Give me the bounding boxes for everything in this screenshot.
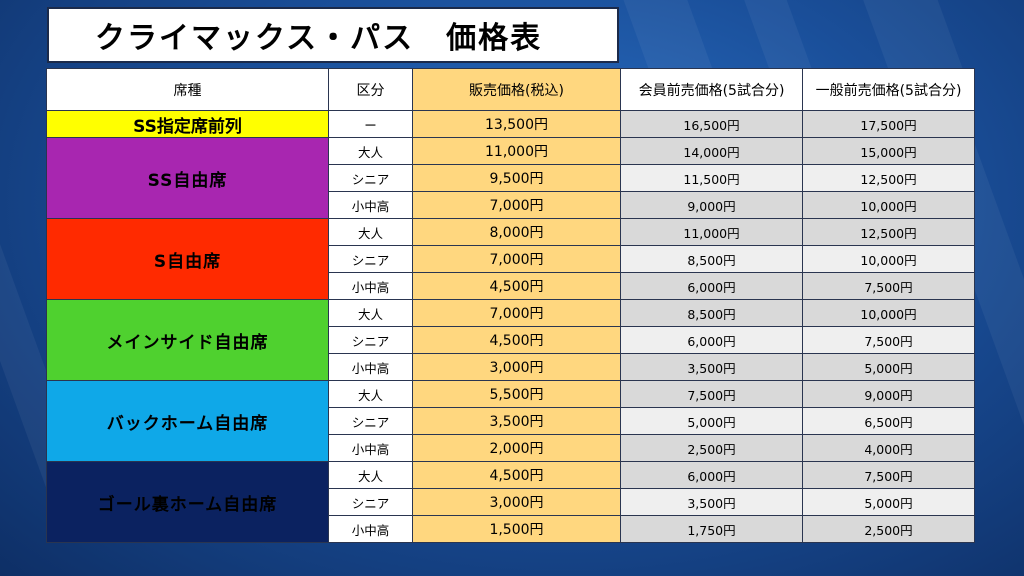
header-kubun: 区分 xyxy=(328,68,413,111)
kubun-cell: 大人 xyxy=(328,461,413,489)
general-price-cell: 4,000円 xyxy=(802,434,975,462)
table-row: バックホーム自由席 大人 5,500円 7,500円 9,000円 xyxy=(46,380,975,462)
general-price-cell: 5,000円 xyxy=(802,488,975,516)
member-price-cell: 3,500円 xyxy=(620,488,803,516)
member-price-cell: 11,000円 xyxy=(620,218,803,246)
member-price-cell: 6,000円 xyxy=(620,272,803,300)
table-row: 小中高 4,500円 6,000円 7,500円 xyxy=(47,272,975,300)
member-price-cell: 8,500円 xyxy=(620,245,803,273)
general-price-cell: 6,500円 xyxy=(802,407,975,435)
sale-price-cell: 3,000円 xyxy=(412,488,621,516)
table-row: 小中高 7,000円 9,000円 10,000円 xyxy=(47,191,975,219)
table-row: シニア 9,500円 11,500円 12,500円 xyxy=(47,164,975,192)
header-member-price: 会員前売価格(5試合分) xyxy=(620,68,803,111)
seat-name: メインサイド自由席 xyxy=(46,299,329,381)
table-row: ゴール裏ホーム自由席 大人 4,500円 6,000円 7,500円 xyxy=(46,461,975,543)
sale-price-cell: 3,000円 xyxy=(412,353,621,381)
member-price-cell: 7,500円 xyxy=(620,380,803,408)
table-row: SS自由席 大人 11,000円 14,000円 15,000円 xyxy=(46,137,975,219)
sale-price-cell: 7,000円 xyxy=(412,299,621,327)
table-row: メインサイド自由席 大人 7,000円 8,500円 10,000円 xyxy=(46,299,975,381)
table-row: S自由席 大人 8,000円 11,000円 12,500円 xyxy=(46,218,975,300)
table-row: シニア 7,000円 8,500円 10,000円 xyxy=(47,245,975,273)
kubun-cell: 大人 xyxy=(328,137,413,165)
seat-name: SS自由席 xyxy=(46,137,329,219)
price-table: 席種 区分 販売価格(税込) 会員前売価格(5試合分) 一般前売価格(5試合分)… xyxy=(46,68,975,543)
sale-price-cell: 4,500円 xyxy=(412,326,621,354)
general-price-cell: 12,500円 xyxy=(802,218,975,246)
member-price-cell: 1,750円 xyxy=(620,515,803,543)
member-price-cell: 5,000円 xyxy=(620,407,803,435)
sale-price-cell: 1,500円 xyxy=(412,515,621,543)
member-price-cell: 9,000円 xyxy=(620,191,803,219)
seat-name: SS指定席前列 xyxy=(46,110,329,138)
table-row: 小中高 3,000円 3,500円 5,000円 xyxy=(47,353,975,381)
sale-price-cell: 2,000円 xyxy=(412,434,621,462)
general-price-cell: 12,500円 xyxy=(802,164,975,192)
general-price-cell: 10,000円 xyxy=(802,245,975,273)
kubun-cell: 小中高 xyxy=(328,515,413,543)
seat-name: バックホーム自由席 xyxy=(46,380,329,462)
header-general-price: 一般前売価格(5試合分) xyxy=(802,68,975,111)
table-row: 小中高 1,500円 1,750円 2,500円 xyxy=(47,515,975,543)
general-price-cell: 17,500円 xyxy=(802,110,975,138)
header-row: 席種 区分 販売価格(税込) 会員前売価格(5試合分) 一般前売価格(5試合分) xyxy=(46,68,975,111)
general-price-cell: 2,500円 xyxy=(802,515,975,543)
member-price-cell: 3,500円 xyxy=(620,353,803,381)
kubun-cell: 大人 xyxy=(328,299,413,327)
kubun-cell: 小中高 xyxy=(328,191,413,219)
general-price-cell: 10,000円 xyxy=(802,191,975,219)
kubun-cell: 大人 xyxy=(328,380,413,408)
seat-name: ゴール裏ホーム自由席 xyxy=(46,461,329,543)
page-title: クライマックス・パス 価格表 xyxy=(47,7,619,63)
member-price-cell: 14,000円 xyxy=(620,137,803,165)
kubun-cell: シニア xyxy=(328,407,413,435)
sale-price-cell: 13,500円 xyxy=(412,110,621,138)
member-price-cell: 11,500円 xyxy=(620,164,803,192)
kubun-cell: ー xyxy=(328,110,413,138)
general-price-cell: 5,000円 xyxy=(802,353,975,381)
seat-name: S自由席 xyxy=(46,218,329,300)
general-price-cell: 9,000円 xyxy=(802,380,975,408)
sale-price-cell: 11,000円 xyxy=(412,137,621,165)
kubun-cell: シニア xyxy=(328,488,413,516)
kubun-cell: シニア xyxy=(328,326,413,354)
sale-price-cell: 5,500円 xyxy=(412,380,621,408)
sale-price-cell: 4,500円 xyxy=(412,461,621,489)
table-row: 小中高 2,000円 2,500円 4,000円 xyxy=(47,434,975,462)
table-row: シニア 4,500円 6,000円 7,500円 xyxy=(47,326,975,354)
sale-price-cell: 8,000円 xyxy=(412,218,621,246)
member-price-cell: 8,500円 xyxy=(620,299,803,327)
general-price-cell: 7,500円 xyxy=(802,461,975,489)
member-price-cell: 16,500円 xyxy=(620,110,803,138)
kubun-cell: シニア xyxy=(328,245,413,273)
table-row: シニア 3,500円 5,000円 6,500円 xyxy=(47,407,975,435)
general-price-cell: 15,000円 xyxy=(802,137,975,165)
header-seat: 席種 xyxy=(46,68,329,111)
member-price-cell: 2,500円 xyxy=(620,434,803,462)
sale-price-cell: 7,000円 xyxy=(412,245,621,273)
kubun-cell: 小中高 xyxy=(328,434,413,462)
general-price-cell: 7,500円 xyxy=(802,272,975,300)
sale-price-cell: 7,000円 xyxy=(412,191,621,219)
general-price-cell: 10,000円 xyxy=(802,299,975,327)
sale-price-cell: 4,500円 xyxy=(412,272,621,300)
kubun-cell: 大人 xyxy=(328,218,413,246)
kubun-cell: 小中高 xyxy=(328,353,413,381)
kubun-cell: シニア xyxy=(328,164,413,192)
member-price-cell: 6,000円 xyxy=(620,461,803,489)
table-row: SS指定席前列 ー 13,500円 16,500円 17,500円 xyxy=(46,110,975,138)
member-price-cell: 6,000円 xyxy=(620,326,803,354)
kubun-cell: 小中高 xyxy=(328,272,413,300)
sale-price-cell: 9,500円 xyxy=(412,164,621,192)
header-sale-price: 販売価格(税込) xyxy=(412,68,621,111)
sale-price-cell: 3,500円 xyxy=(412,407,621,435)
table-row: シニア 3,000円 3,500円 5,000円 xyxy=(47,488,975,516)
general-price-cell: 7,500円 xyxy=(802,326,975,354)
